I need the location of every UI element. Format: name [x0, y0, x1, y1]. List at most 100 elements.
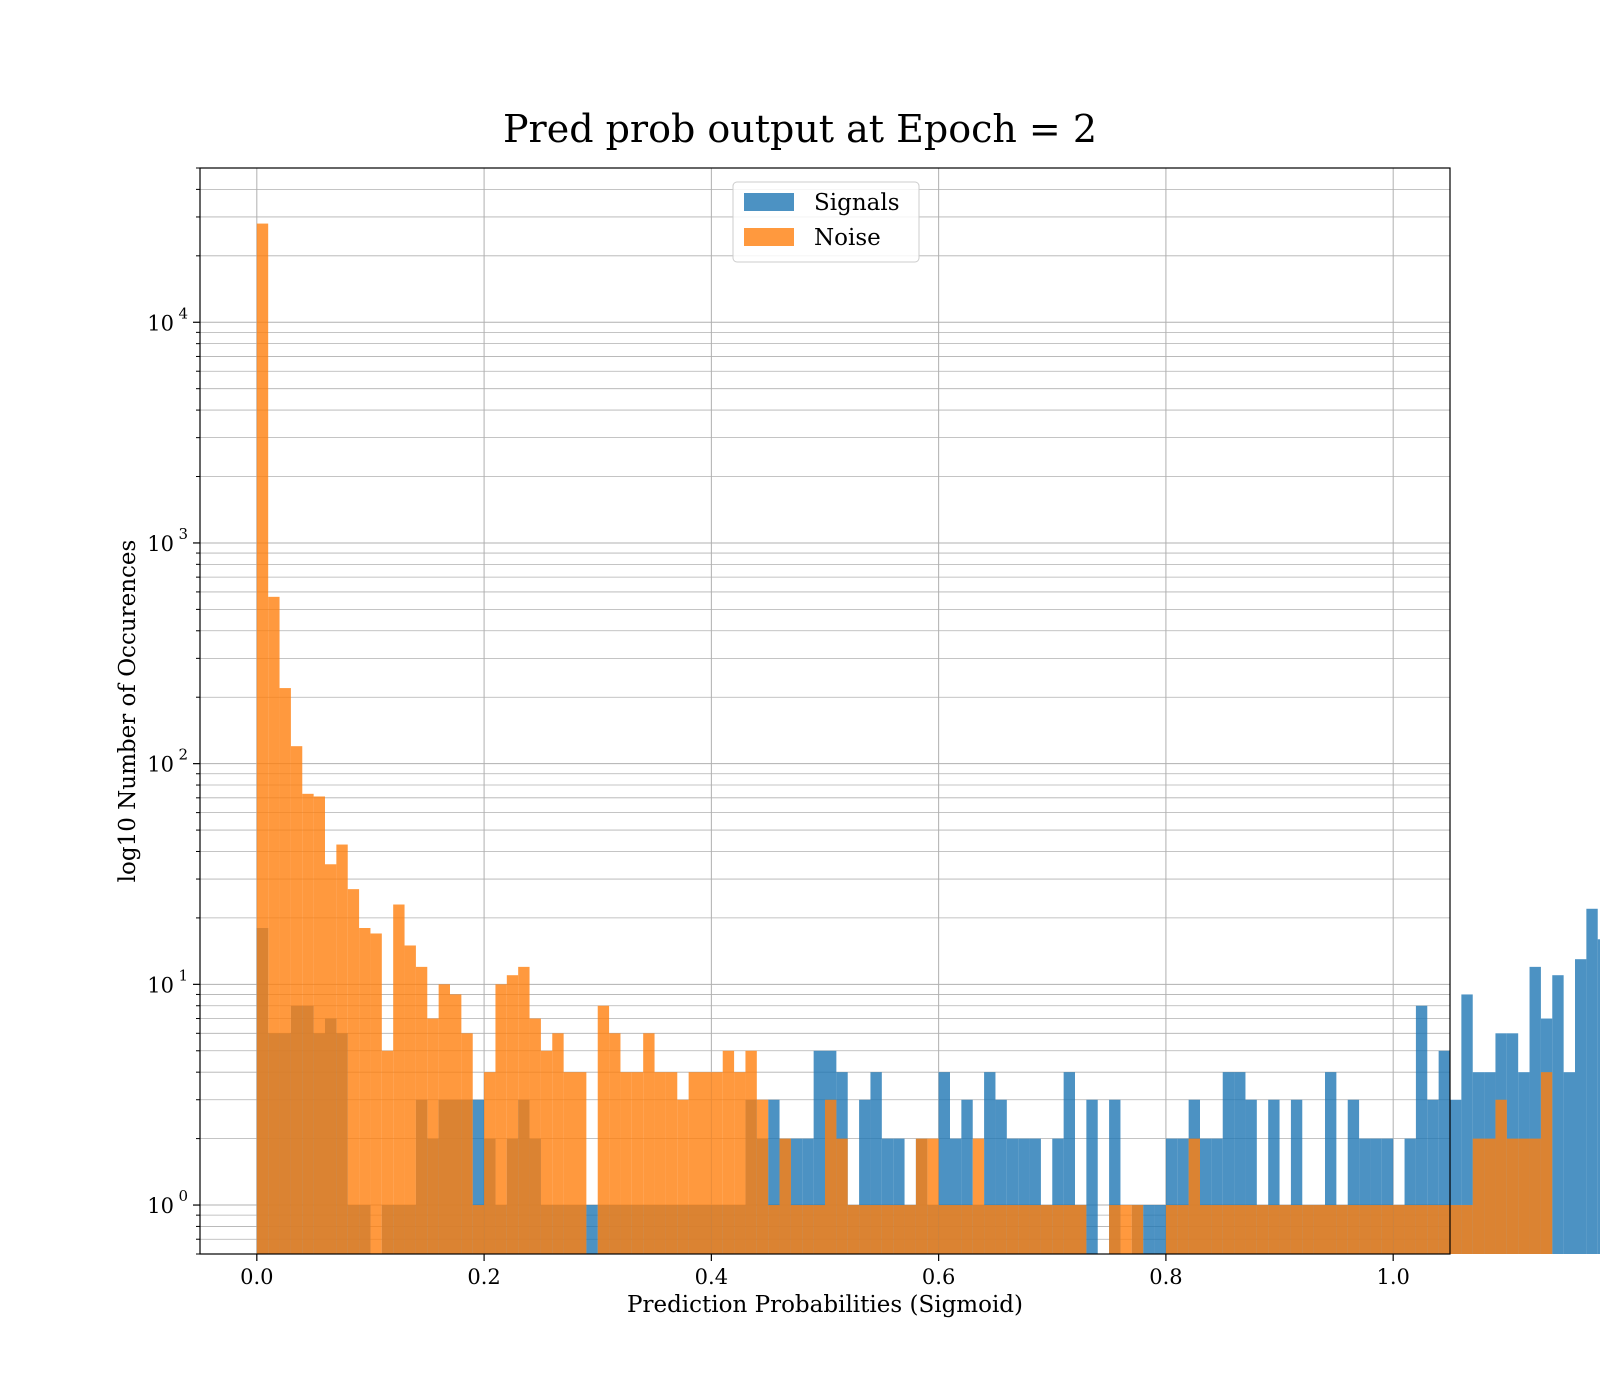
- bar-noise: [1415, 1205, 1428, 1254]
- bar-noise: [700, 1072, 712, 1254]
- bar-noise: [1370, 1205, 1382, 1254]
- bar-noise: [1063, 1205, 1075, 1254]
- bar-signals: [1597, 939, 1600, 1254]
- legend-swatch-noise: [744, 228, 794, 246]
- bar-noise: [847, 1205, 860, 1254]
- bar-noise: [415, 966, 428, 1254]
- bar-noise: [359, 928, 371, 1254]
- bar-signals: [802, 1138, 814, 1254]
- bar-signals: [1063, 1072, 1075, 1254]
- y-tick-label: 10: [147, 973, 174, 997]
- bar-noise: [950, 1205, 962, 1254]
- y-tick-exponent: 2: [178, 746, 188, 764]
- bar-noise: [1302, 1205, 1314, 1254]
- bar-noise: [1325, 1205, 1337, 1254]
- y-axis-label: log10 Number of Occurences: [115, 540, 141, 883]
- bar-signals: [1234, 1072, 1246, 1254]
- y-tick-exponent: 4: [178, 304, 188, 322]
- bar-noise: [1427, 1205, 1439, 1254]
- bar-noise: [518, 966, 530, 1254]
- bar-noise: [745, 1050, 757, 1254]
- bar-signals: [1370, 1138, 1382, 1254]
- bar-noise: [995, 1205, 1007, 1254]
- bar-noise: [1359, 1205, 1371, 1254]
- bar-noise: [1336, 1205, 1348, 1254]
- bar-noise: [1438, 1205, 1450, 1254]
- bar-noise: [1472, 1138, 1485, 1254]
- bar-noise: [927, 1138, 939, 1254]
- bar-signals: [1143, 1205, 1155, 1254]
- bar-signals: [961, 1099, 973, 1254]
- bar-noise: [370, 933, 382, 1254]
- bar-noise: [1131, 1205, 1144, 1254]
- legend-label-signals: Signals: [814, 190, 900, 216]
- bar-noise: [1506, 1138, 1519, 1254]
- bar-noise: [825, 1099, 837, 1254]
- bar-noise: [1347, 1205, 1360, 1254]
- bar-signals: [881, 1138, 894, 1254]
- legend-label-noise: Noise: [814, 225, 881, 251]
- bar-noise: [563, 1072, 575, 1254]
- bar-noise: [1404, 1205, 1416, 1254]
- bar-noise: [1495, 1099, 1507, 1254]
- bar-noise: [336, 844, 348, 1254]
- bar-noise: [279, 688, 291, 1254]
- bar-signals: [1052, 1138, 1064, 1254]
- bar-signals: [1563, 1072, 1575, 1254]
- bar-noise: [438, 984, 450, 1254]
- bar-noise: [893, 1205, 905, 1254]
- bar-noise: [904, 1205, 916, 1254]
- bar-noise: [1006, 1205, 1019, 1254]
- bar-noise: [381, 1050, 394, 1254]
- bar-noise: [1018, 1205, 1030, 1254]
- bar-noise: [495, 984, 507, 1254]
- x-tick-label: 0.8: [1149, 1265, 1182, 1289]
- bar-noise: [575, 1072, 587, 1254]
- bar-noise: [1109, 1205, 1121, 1254]
- bar-noise: [813, 1205, 825, 1254]
- bar-signals: [586, 1205, 598, 1254]
- bar-noise: [1268, 1205, 1280, 1254]
- series-noise: [256, 223, 1553, 1255]
- bar-noise: [1256, 1205, 1269, 1254]
- histogram-bars: [256, 223, 1600, 1255]
- bar-noise: [677, 1099, 689, 1254]
- bar-noise: [881, 1205, 894, 1254]
- bar-noise: [768, 1205, 780, 1254]
- bar-noise: [756, 1099, 769, 1254]
- bar-noise: [1393, 1205, 1405, 1254]
- bar-signals: [1154, 1205, 1166, 1254]
- bar-noise: [915, 1138, 928, 1254]
- bar-noise: [1165, 1205, 1178, 1254]
- bar-noise: [665, 1072, 678, 1254]
- bar-noise: [484, 1072, 496, 1254]
- bar-noise: [404, 945, 416, 1254]
- bar-noise: [1245, 1205, 1257, 1254]
- bar-noise: [1222, 1205, 1235, 1254]
- x-axis-label: Prediction Probabilities (Sigmoid): [627, 1292, 1023, 1318]
- bar-noise: [347, 889, 360, 1254]
- bar-signals: [1165, 1138, 1178, 1254]
- bar-noise: [450, 994, 462, 1254]
- legend-swatch-signals: [744, 193, 794, 211]
- bar-signals: [1325, 1072, 1337, 1254]
- bar-noise: [836, 1138, 848, 1254]
- x-tick-label: 0.6: [922, 1265, 955, 1289]
- bar-noise: [461, 1033, 473, 1254]
- bar-noise: [859, 1205, 871, 1254]
- bar-signals: [1018, 1138, 1030, 1254]
- x-tick-label: 1.0: [1376, 1265, 1409, 1289]
- bar-signals: [1222, 1072, 1235, 1254]
- y-tick-label: 10: [147, 1194, 174, 1218]
- y-tick-exponent: 0: [178, 1187, 188, 1205]
- bar-signals: [1552, 975, 1564, 1254]
- x-tick-label: 0.4: [695, 1265, 728, 1289]
- bar-signals: [1450, 1099, 1462, 1254]
- bar-signals: [1461, 994, 1473, 1254]
- bar-signals: [1200, 1138, 1212, 1254]
- bar-noise: [313, 796, 325, 1254]
- bar-signals: [1245, 1099, 1257, 1254]
- bar-noise: [779, 1138, 791, 1254]
